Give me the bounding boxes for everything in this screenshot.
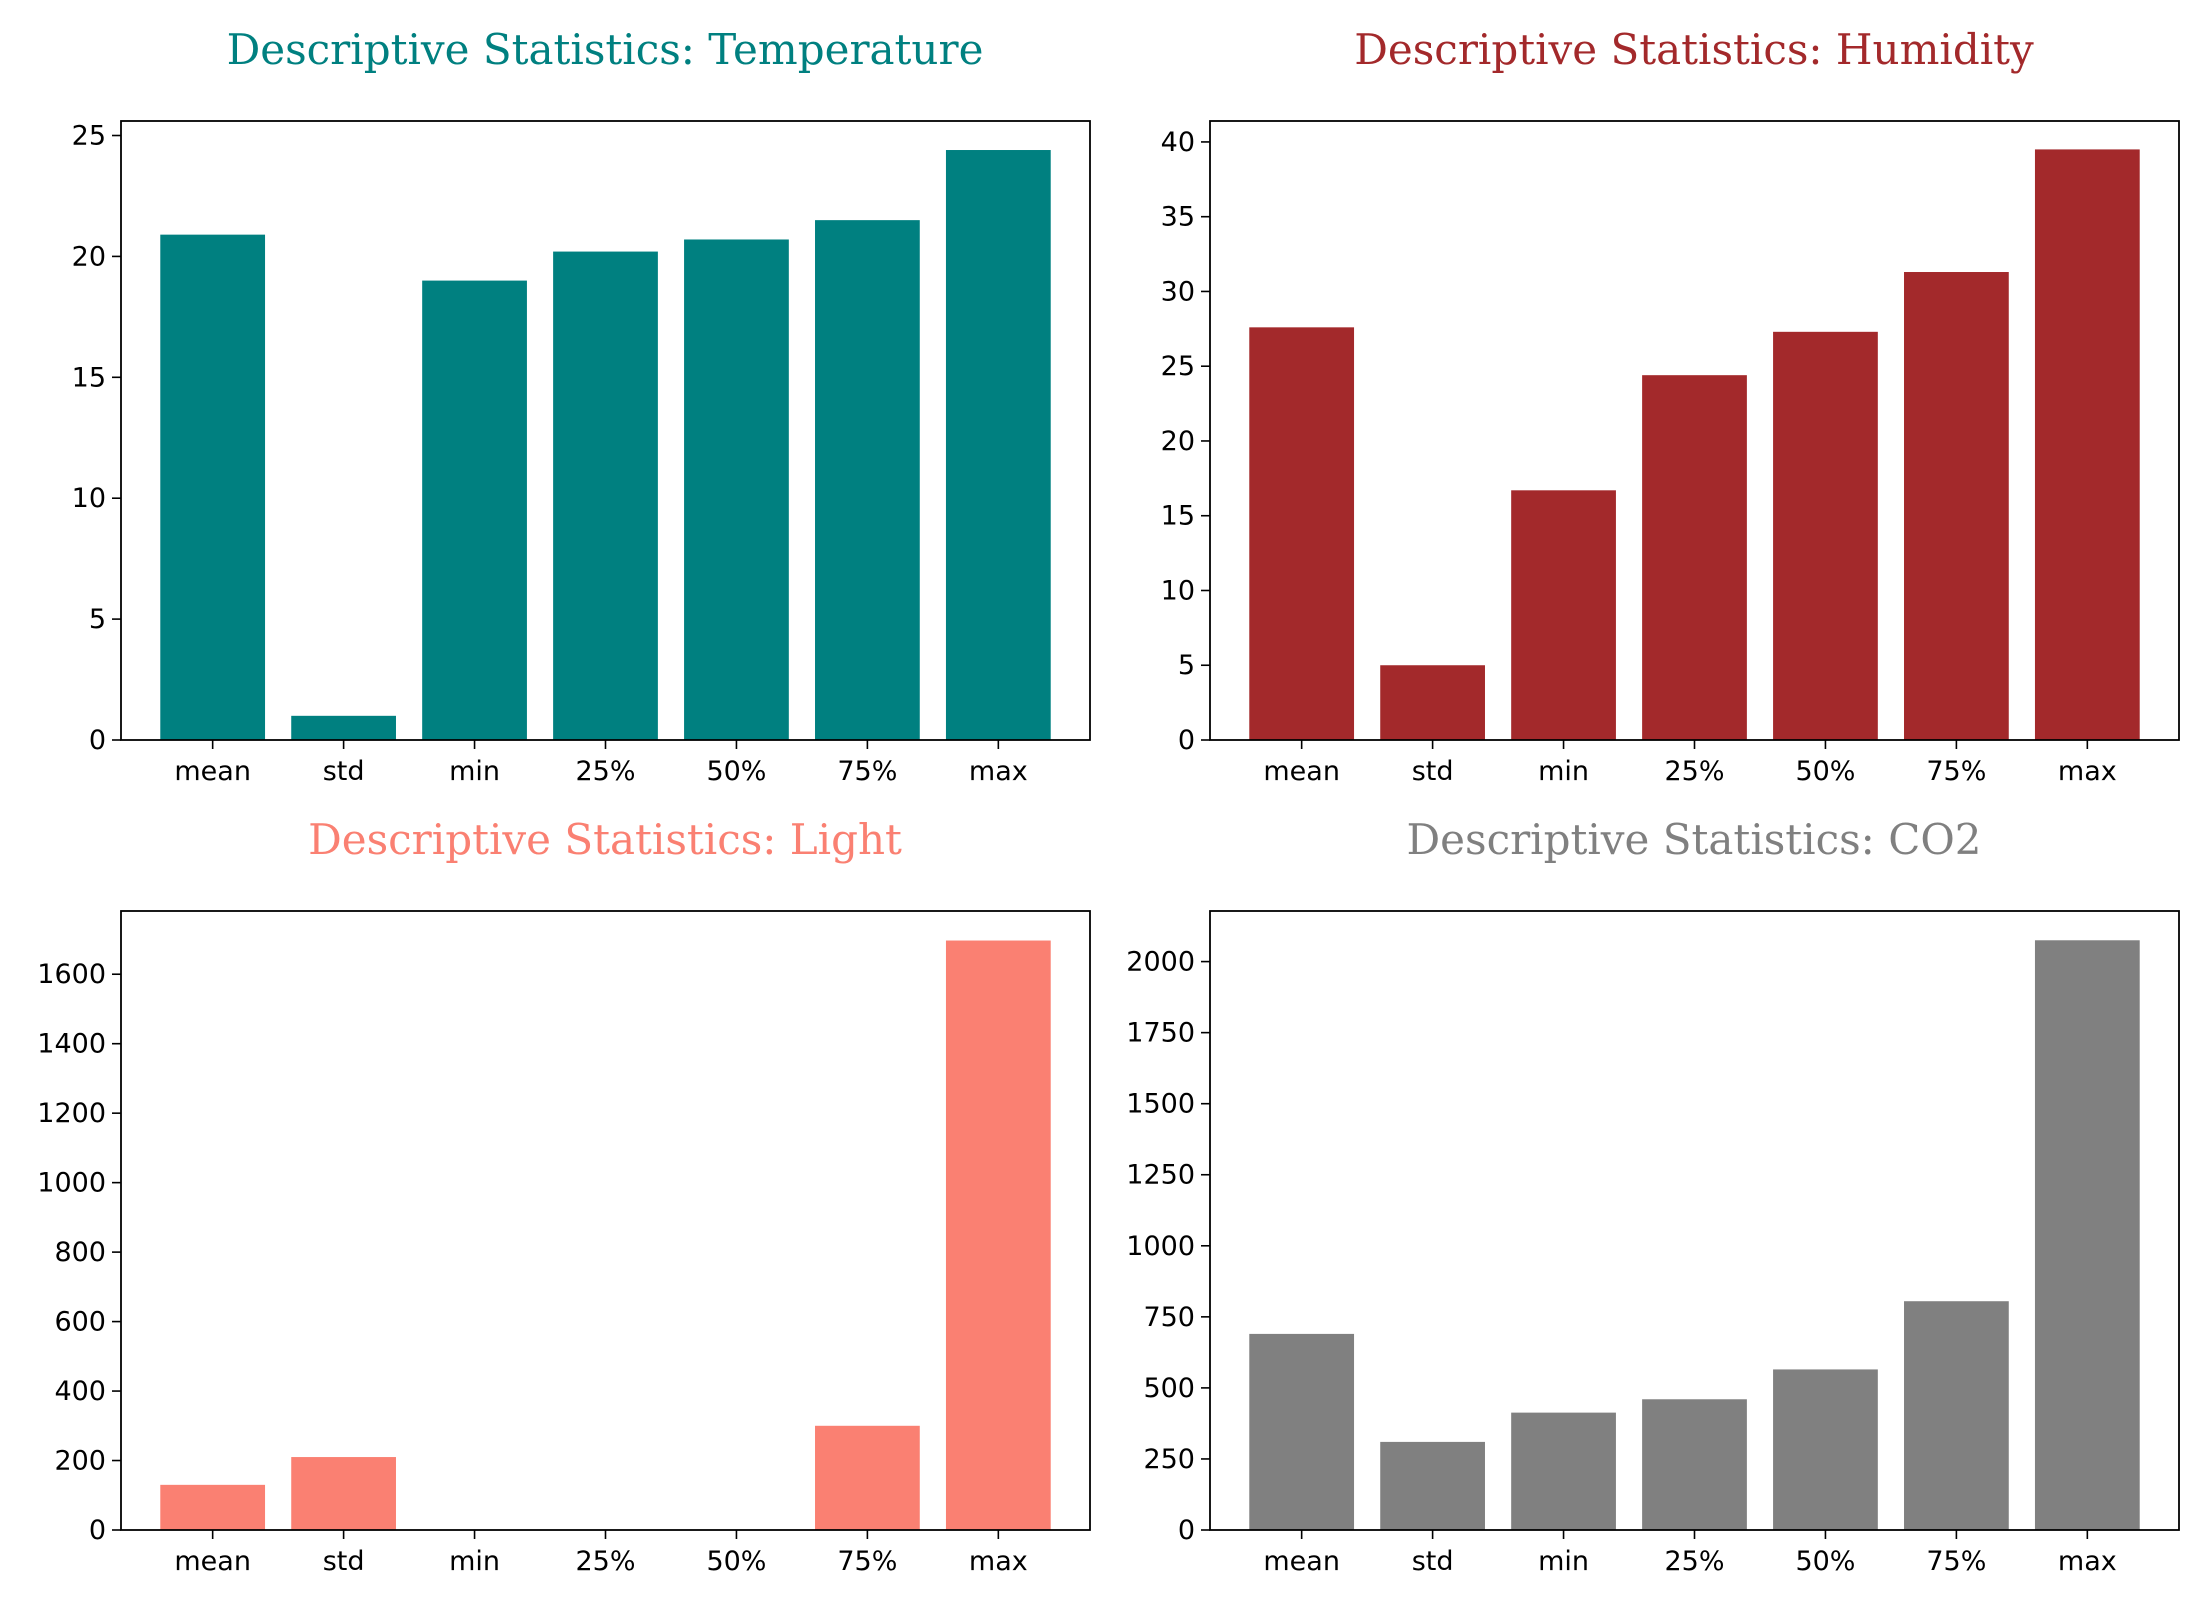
y-tick-label: 20 bbox=[72, 241, 106, 272]
x-tick-label: min bbox=[449, 756, 500, 787]
x-tick-label: std bbox=[1412, 1546, 1454, 1577]
x-tick-label: 50% bbox=[1795, 756, 1855, 787]
y-tick-label: 25 bbox=[1161, 351, 1195, 382]
chart-panel: Descriptive Statistics: Temperature 0 5 10 1… bbox=[72, 25, 1091, 787]
bar bbox=[1773, 331, 1878, 740]
x-tick-label: 50% bbox=[706, 756, 766, 787]
y-tick-label: 15 bbox=[1161, 501, 1195, 532]
bar bbox=[160, 1484, 266, 1530]
y-tick-label: 1200 bbox=[37, 1098, 106, 1129]
bar bbox=[1904, 272, 2009, 740]
y-tick-label: 600 bbox=[54, 1307, 106, 1338]
chart-panel: Descriptive Statistics: Light 0 200 400 600 8… bbox=[37, 815, 1091, 1577]
y-tick-label: 10 bbox=[72, 483, 106, 514]
y-tick-label: 40 bbox=[1161, 127, 1195, 158]
bar bbox=[1380, 665, 1485, 740]
bar bbox=[815, 220, 920, 740]
x-tick-label: 75% bbox=[837, 756, 897, 787]
chart-title: Descriptive Statistics: Light bbox=[308, 815, 902, 864]
x-tick-label: mean bbox=[1263, 756, 1340, 787]
bar bbox=[1249, 327, 1355, 740]
y-tick-label: 1750 bbox=[1126, 1018, 1195, 1049]
chart-title: Descriptive Statistics: CO2 bbox=[1407, 815, 1982, 864]
x-tick-label: 25% bbox=[575, 756, 635, 787]
y-tick-label: 30 bbox=[1161, 276, 1195, 307]
bar bbox=[1904, 1301, 2009, 1530]
y-tick-label: 200 bbox=[54, 1446, 106, 1477]
y-tick-label: 0 bbox=[89, 1515, 106, 1546]
x-tick-label: 75% bbox=[1926, 756, 1986, 787]
y-tick-label: 1250 bbox=[1126, 1160, 1195, 1191]
y-tick-label: 0 bbox=[89, 725, 106, 756]
x-tick-label: 25% bbox=[1664, 1546, 1724, 1577]
axes-frame bbox=[1209, 120, 2180, 741]
bar bbox=[815, 1425, 920, 1530]
x-tick-label: max bbox=[2058, 756, 2117, 787]
y-tick-label: 0 bbox=[1178, 725, 1195, 756]
x-tick-label: 75% bbox=[1926, 1546, 1986, 1577]
y-tick-label: 25 bbox=[72, 121, 106, 152]
bar bbox=[1642, 375, 1747, 740]
y-tick-label: 1600 bbox=[37, 959, 106, 990]
y-tick-label: 5 bbox=[1178, 650, 1195, 681]
x-tick-label: max bbox=[2058, 1546, 2117, 1577]
y-tick-label: 1000 bbox=[1126, 1231, 1195, 1262]
bar bbox=[160, 234, 266, 740]
bar bbox=[684, 239, 789, 740]
bar bbox=[1249, 1333, 1355, 1530]
y-tick-label: 2000 bbox=[1126, 947, 1195, 978]
bar bbox=[291, 1457, 396, 1530]
x-tick-label: 25% bbox=[575, 1546, 635, 1577]
y-tick-label: 250 bbox=[1143, 1444, 1195, 1475]
y-tick-label: 15 bbox=[72, 362, 106, 393]
x-tick-label: min bbox=[1538, 756, 1589, 787]
y-tick-label: 10 bbox=[1161, 575, 1195, 606]
y-tick-label: 800 bbox=[54, 1237, 106, 1268]
x-tick-label: mean bbox=[1263, 1546, 1340, 1577]
y-tick-label: 20 bbox=[1161, 426, 1195, 457]
y-tick-label: 1500 bbox=[1126, 1089, 1195, 1120]
x-tick-label: mean bbox=[174, 756, 251, 787]
x-tick-label: max bbox=[969, 756, 1028, 787]
bar bbox=[2034, 940, 2140, 1530]
bar bbox=[553, 251, 658, 740]
x-tick-label: mean bbox=[174, 1546, 251, 1577]
bar bbox=[1511, 490, 1616, 740]
x-tick-label: max bbox=[969, 1546, 1028, 1577]
x-tick-label: 50% bbox=[706, 1546, 766, 1577]
y-tick-label: 400 bbox=[54, 1376, 106, 1407]
y-tick-label: 0 bbox=[1178, 1515, 1195, 1546]
bar bbox=[1511, 1412, 1616, 1530]
x-tick-label: 25% bbox=[1664, 756, 1724, 787]
x-tick-label: 75% bbox=[837, 1546, 897, 1577]
x-tick-label: std bbox=[1412, 756, 1454, 787]
bar bbox=[2034, 149, 2140, 741]
y-tick-label: 500 bbox=[1143, 1373, 1195, 1404]
y-tick-label: 5 bbox=[89, 604, 106, 635]
bar bbox=[422, 280, 527, 740]
axes-frame bbox=[1209, 910, 2180, 1531]
axes-frame bbox=[120, 910, 1091, 1531]
y-tick-label: 750 bbox=[1143, 1302, 1195, 1333]
y-tick-label: 35 bbox=[1161, 202, 1195, 233]
x-tick-label: 50% bbox=[1795, 1546, 1855, 1577]
chart-panel: Descriptive Statistics: Humidity 0 5 10 15 20… bbox=[1161, 25, 2180, 787]
axes-frame bbox=[120, 120, 1091, 741]
x-tick-label: std bbox=[323, 756, 365, 787]
x-tick-label: std bbox=[323, 1546, 365, 1577]
bar bbox=[945, 150, 1051, 740]
bar bbox=[1380, 1441, 1485, 1530]
bar bbox=[1773, 1369, 1878, 1530]
bar bbox=[291, 715, 396, 740]
x-tick-label: min bbox=[449, 1546, 500, 1577]
bar bbox=[1642, 1399, 1747, 1530]
y-tick-label: 1000 bbox=[37, 1168, 106, 1199]
bar bbox=[945, 940, 1051, 1530]
y-tick-label: 1400 bbox=[37, 1029, 106, 1060]
chart-panel: Descriptive Statistics: CO2 0 250 500 750 100… bbox=[1126, 815, 2180, 1577]
chart-title: Descriptive Statistics: Humidity bbox=[1354, 25, 2034, 74]
chart-title: Descriptive Statistics: Temperature bbox=[227, 25, 984, 74]
x-tick-label: min bbox=[1538, 1546, 1589, 1577]
